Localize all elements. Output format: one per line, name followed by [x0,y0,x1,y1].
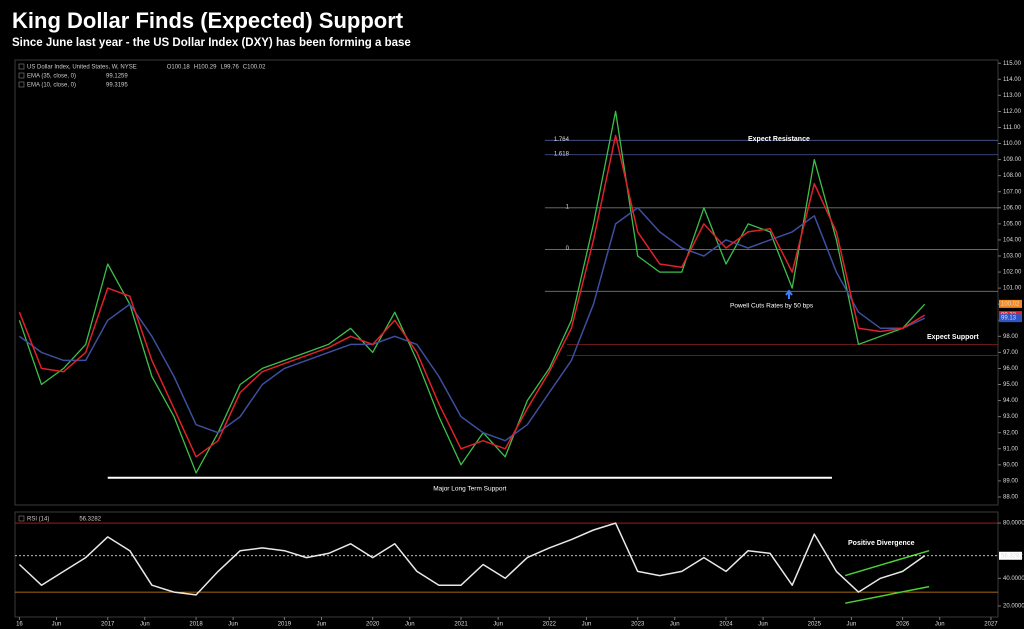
trend-line [845,585,930,604]
series-line [18,134,926,458]
x-tick-label: 2018 [189,622,203,628]
annotation: Powell Cuts Rates by 50 bps [730,303,814,310]
annotation: Expect Resistance [748,136,810,143]
x-tick-label: Jun [52,622,62,628]
y-tick-label: 110.00 [1003,141,1022,147]
y-tick-label: 114.00 [1003,77,1022,83]
legend-swatch [18,515,25,522]
y-tick-label: 102.00 [1003,270,1022,276]
y-tick-label: 20.0000 [1003,604,1024,610]
x-tick-label: 2025 [808,622,822,628]
y-tick-label: 97.00 [1003,350,1019,356]
y-tick-label: 113.00 [1003,93,1022,99]
y-tick-label: 106.00 [1003,205,1022,211]
y-tick-label: 94.00 [1003,398,1019,404]
x-tick-label: 2022 [543,622,557,628]
y-tick-label: 107.00 [1003,189,1022,195]
x-tick-label: 2020 [366,622,380,628]
price-tag [999,314,1022,323]
legend-label: EMA (35, close, 0) [27,74,76,80]
chart-subtitle: Since June last year - the US Dollar Ind… [12,37,411,49]
y-tick-label: 111.00 [1003,125,1021,131]
annotation: Positive Divergence [848,540,915,547]
legend-value: 99.1259 [106,74,128,80]
y-tick-label: 80.0000 [1003,521,1024,527]
y-tick-label: 103.00 [1003,254,1022,260]
y-tick-label: 89.00 [1003,478,1019,484]
price-tag [999,551,1022,560]
y-tick-label: 98.00 [1003,334,1019,340]
x-tick-label: 2021 [454,622,468,628]
series-line [18,207,926,442]
y-tick-label: 91.00 [1003,446,1019,452]
x-tick-label: 2019 [278,622,292,628]
ohlc-label: L99.76 [220,65,239,71]
y-tick-label: 95.00 [1003,382,1019,388]
x-tick-label: Jun [582,622,592,628]
panel-frame [14,511,999,618]
y-tick-label: 96.00 [1003,366,1019,372]
y-tick-label: 90.00 [1003,462,1019,468]
x-tick-label: 2026 [896,622,910,628]
series-line [18,522,926,596]
x-tick-label: 16 [16,622,23,628]
x-tick-label: Jun [758,622,768,628]
legend-swatch [18,81,25,88]
y-tick-label: 115.00 [1003,61,1022,67]
x-tick-label: Jun [935,622,945,628]
x-tick-label: 2024 [719,622,733,628]
x-tick-label: Jun [140,622,150,628]
plot-area: 88.00 89.00 90.00 91.00 92.00 93.00 94.00 95.00… [14,59,1024,628]
x-tick-label: Jun [493,622,503,628]
panel-frame [14,59,999,506]
y-tick-label: 108.00 [1003,173,1022,179]
x-tick-label: 2023 [631,622,645,628]
annotations: Expect Resistance Powell Cuts Rates by 5… [730,136,979,547]
price-tag [999,299,1022,308]
x-tick-label: Jun [670,622,680,628]
level-label: 1.764 [554,137,570,143]
arrow [785,289,793,299]
ohlc-label: H100.29 [194,65,217,71]
y-tick-label: 88.00 [1003,495,1019,501]
ohlc-label: O100.18 [167,65,191,71]
legend-label: RSI (14) [27,517,49,523]
ohlc-label: C100.02 [243,65,266,71]
legend-value: 99.3195 [106,83,128,89]
price-tag-label: 99.13 [1001,316,1017,322]
price-tag-label: 100.02 [1001,301,1020,307]
y-tick-label: 92.00 [1003,430,1019,436]
y-tick-label: 105.00 [1003,221,1022,227]
legend-swatch [18,63,25,70]
x-tick-label: 2017 [101,622,115,628]
level-label: 0 [566,246,570,252]
legend-value: 56.3282 [79,517,101,523]
level-label: Major Long Term Support [433,485,506,492]
y-tick-label: 40.0000 [1003,576,1024,582]
y-tick-label: 93.00 [1003,414,1019,420]
legend-label: US Dollar Index, United States, W, NYSE [27,65,137,71]
level-label: 1.618 [554,151,570,157]
x-tick-label: Jun [228,622,238,628]
trend-line [844,549,930,577]
legend-swatch [18,72,25,79]
legend-label: EMA (10, close, 0) [27,83,76,89]
y-tick-label: 109.00 [1003,157,1022,163]
series-line [18,110,926,474]
level-label: 1 [566,204,570,210]
y-tick-label: 101.00 [1003,286,1022,292]
y-tick-label: 104.00 [1003,238,1022,244]
chart-title: King Dollar Finds (Expected) Support [12,8,404,33]
x-tick-label: Jun [847,622,857,628]
y-tick-label: 112.00 [1003,109,1022,115]
x-tick-label: 2027 [984,622,998,628]
price-tag-label: 56.3282 [1001,553,1023,559]
annotation: Expect Support [927,334,979,341]
x-tick-label: Jun [317,622,327,628]
x-tick-label: Jun [405,622,415,628]
